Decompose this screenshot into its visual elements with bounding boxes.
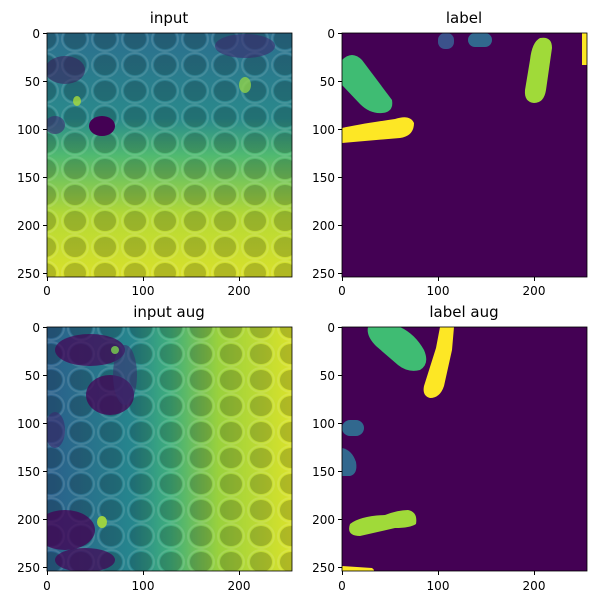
x-tick-label: 100 <box>427 284 450 298</box>
x-tick-label: 0 <box>338 284 346 298</box>
x-tick-label: 0 <box>43 579 51 593</box>
axes-frame <box>341 32 588 278</box>
y-tick-label: 100 <box>17 123 40 137</box>
y-axis: 0 50 100 150 200 250 <box>17 321 47 575</box>
y-tick-label: 0 <box>327 321 335 335</box>
input-aug-image <box>47 327 292 571</box>
y-tick-label: 150 <box>17 171 40 185</box>
axes-frame <box>46 32 293 278</box>
y-tick-label: 150 <box>17 465 40 479</box>
x-tick-label: 200 <box>523 579 546 593</box>
y-tick-label: 50 <box>25 75 40 89</box>
x-axis: 0 100 200 <box>338 571 545 593</box>
input-image <box>47 33 292 277</box>
panel-input: input 0 50 100 150 200 250 <box>17 9 293 298</box>
x-tick-label: 100 <box>132 579 155 593</box>
y-axis: 0 50 100 150 200 250 <box>17 27 47 281</box>
y-tick-label: 0 <box>327 27 335 41</box>
panel-title: label <box>446 9 482 27</box>
x-tick-label: 100 <box>427 579 450 593</box>
y-tick-label: 100 <box>17 417 40 431</box>
y-tick-label: 100 <box>312 417 335 431</box>
panel-label-aug: label aug 0 50 100 150 200 250 <box>312 303 588 593</box>
x-axis: 0 100 200 <box>43 277 250 298</box>
x-tick-label: 200 <box>228 284 251 298</box>
x-axis: 0 100 200 <box>338 277 545 298</box>
y-tick-label: 250 <box>17 267 40 281</box>
y-tick-label: 200 <box>17 219 40 233</box>
x-tick-label: 100 <box>132 284 155 298</box>
y-tick-label: 250 <box>17 561 40 575</box>
panel-input-aug: input aug 0 50 100 150 200 <box>17 303 293 593</box>
axes-frame <box>46 326 293 572</box>
y-tick-label: 250 <box>312 267 335 281</box>
label-image <box>342 33 587 277</box>
y-tick-label: 0 <box>32 321 40 335</box>
y-tick-label: 0 <box>32 27 40 41</box>
y-tick-label: 50 <box>320 75 335 89</box>
axes-frame <box>341 326 588 572</box>
y-tick-label: 200 <box>17 513 40 527</box>
y-axis: 0 50 100 150 200 250 <box>312 321 342 575</box>
y-tick-label: 200 <box>312 219 335 233</box>
panel-title: label aug <box>429 303 498 321</box>
label-aug-image <box>342 327 587 571</box>
y-tick-label: 250 <box>312 561 335 575</box>
y-tick-label: 100 <box>312 123 335 137</box>
y-tick-label: 200 <box>312 513 335 527</box>
x-tick-label: 200 <box>228 579 251 593</box>
panel-title: input <box>150 9 189 27</box>
x-axis: 0 100 200 <box>43 571 250 593</box>
y-tick-label: 50 <box>320 369 335 383</box>
x-tick-label: 0 <box>43 284 51 298</box>
y-tick-label: 150 <box>312 171 335 185</box>
panel-label: label 0 50 100 150 200 250 <box>312 9 588 298</box>
y-tick-label: 50 <box>25 369 40 383</box>
x-tick-label: 200 <box>523 284 546 298</box>
panel-title: input aug <box>133 303 205 321</box>
x-tick-label: 0 <box>338 579 346 593</box>
y-axis: 0 50 100 150 200 250 <box>312 27 342 281</box>
y-tick-label: 150 <box>312 465 335 479</box>
